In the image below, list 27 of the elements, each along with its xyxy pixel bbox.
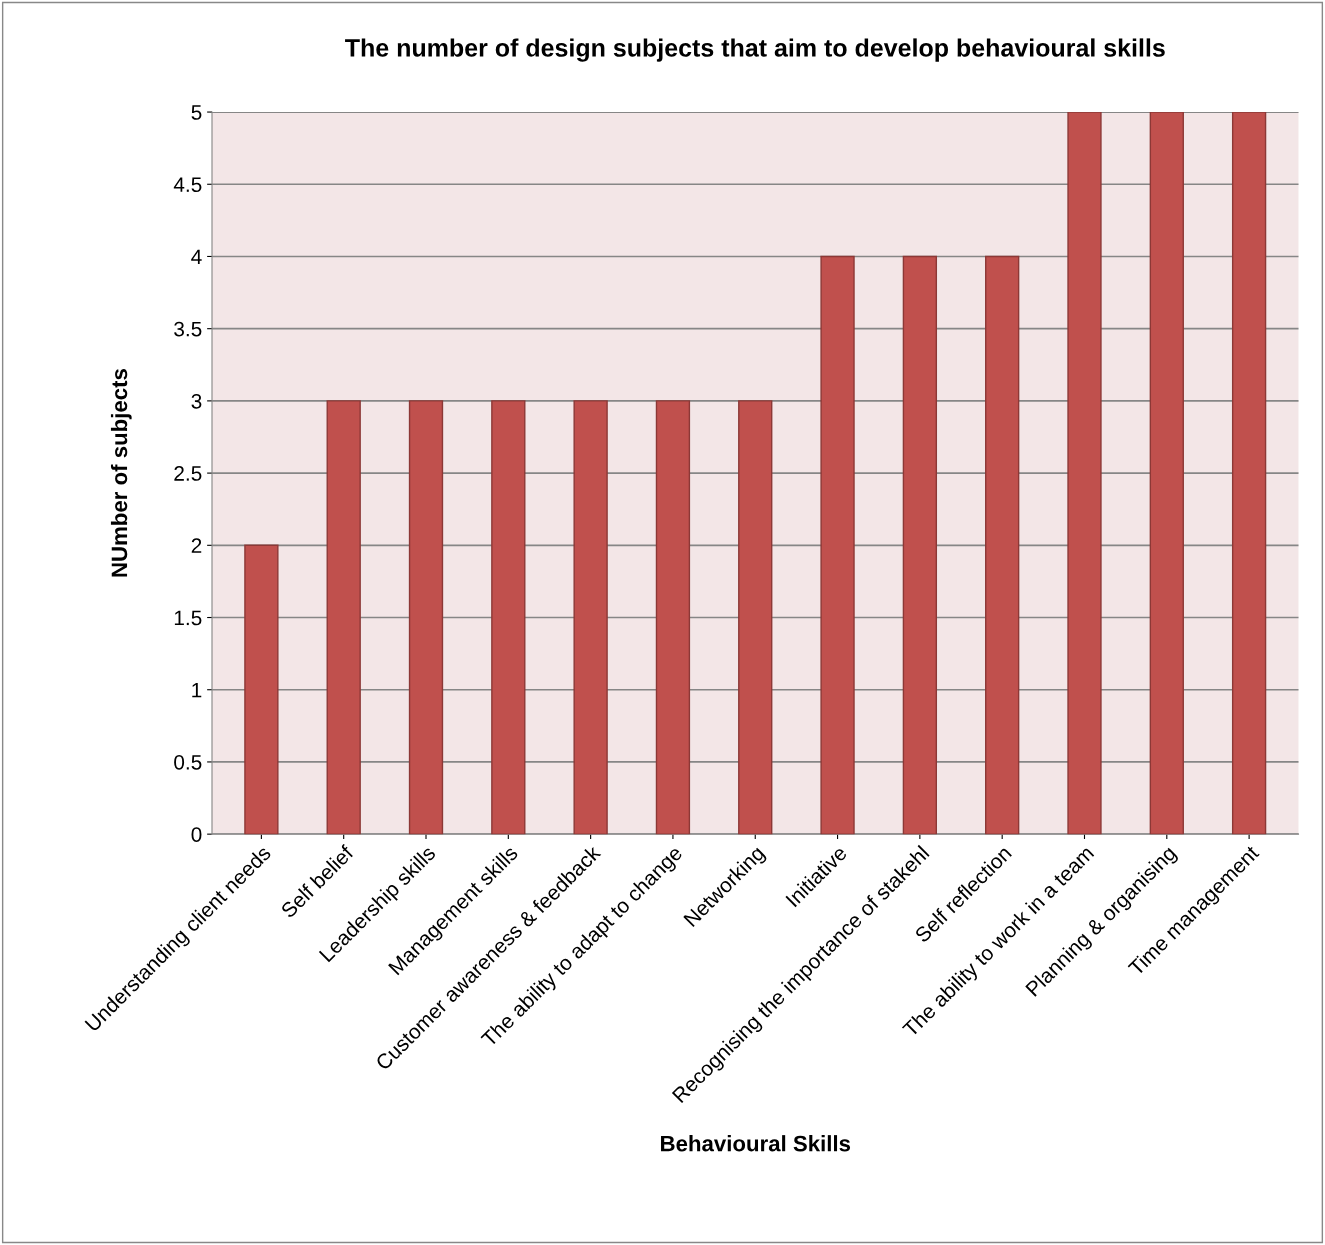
chart-title: The number of design subjects that aim to develop behavioural skills <box>345 38 1165 62</box>
bar <box>244 544 279 835</box>
y-tick-label: 5 <box>191 105 202 120</box>
bar <box>326 400 361 835</box>
bar <box>820 255 855 835</box>
y-tick-label: 3 <box>191 393 202 409</box>
y-tick-label: 0.5 <box>174 754 202 770</box>
bar <box>985 255 1020 835</box>
bar <box>1149 112 1184 835</box>
bar <box>738 400 773 835</box>
y-axis-title: NUmber of subjects <box>110 369 132 577</box>
y-tick-label: 3.5 <box>174 321 202 337</box>
bar <box>491 400 526 835</box>
bar <box>1067 112 1102 835</box>
y-tick-label: 4 <box>191 249 202 265</box>
bar <box>902 255 938 835</box>
bar <box>655 400 691 835</box>
y-tick-label: 2.5 <box>174 466 202 481</box>
y-tick-label: 1 <box>192 682 202 698</box>
bar <box>408 400 444 835</box>
x-axis-title: Behavioural Skills <box>661 1135 851 1152</box>
y-tick-label: 2 <box>191 538 202 553</box>
y-tick-label: 4.5 <box>173 177 202 193</box>
bar <box>573 400 608 835</box>
y-tick-label: 0 <box>191 827 202 842</box>
bar <box>1231 112 1267 835</box>
y-tick-label: 1.5 <box>174 610 202 626</box>
